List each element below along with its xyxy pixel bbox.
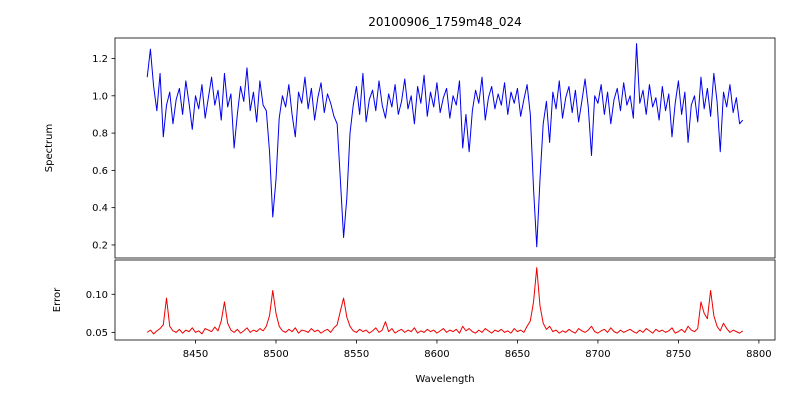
error-y-tick-label: 0.05 xyxy=(86,328,108,339)
x-axis-label: Wavelength xyxy=(415,374,474,385)
x-tick-label: 8750 xyxy=(666,349,691,360)
spectrum-y-tick-label: 0.4 xyxy=(92,203,108,214)
spectrum-y-tick-label: 0.8 xyxy=(92,129,108,140)
plot-title: 20100906_1759m48_024 xyxy=(368,15,521,29)
error-y-tick-label: 0.10 xyxy=(86,290,108,301)
spectrum-y-tick-label: 1.2 xyxy=(92,54,108,65)
spectrum-y-tick-label: 0.2 xyxy=(92,240,108,251)
spectrum-y-tick-label: 1.0 xyxy=(92,91,108,102)
x-tick-label: 8700 xyxy=(585,349,610,360)
x-tick-label: 8550 xyxy=(344,349,369,360)
x-tick-label: 8450 xyxy=(183,349,208,360)
spectrum-y-axis-label: Spectrum xyxy=(44,124,55,172)
x-tick-label: 8650 xyxy=(505,349,530,360)
x-tick-label: 8500 xyxy=(263,349,288,360)
x-tick-label: 8800 xyxy=(746,349,771,360)
error-line xyxy=(146,267,744,335)
plot-areas: 0.2 0.4 0.6 0.8 1.0 1.2 0.05 0.10 8450 8500 8550 86… xyxy=(86,37,776,360)
x-tick-label: 8600 xyxy=(424,349,449,360)
error-y-axis-label: Error xyxy=(52,287,63,312)
spectrum-y-tick-label: 0.6 xyxy=(92,166,108,177)
spectrum-line xyxy=(146,43,744,248)
spectrum-axes-frame xyxy=(114,37,776,259)
error-axes-frame xyxy=(114,259,776,341)
